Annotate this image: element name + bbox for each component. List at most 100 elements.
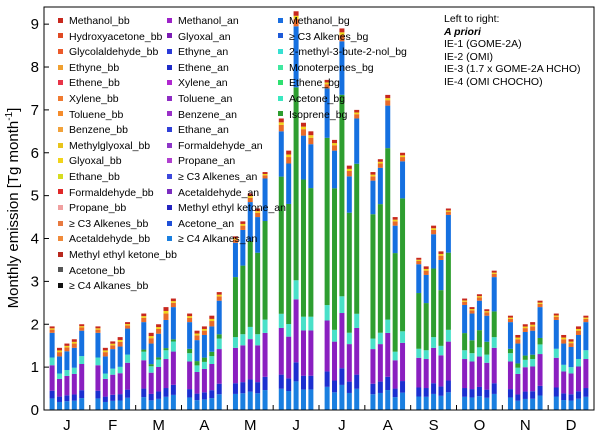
legend-label: Xylene_bb (69, 93, 119, 105)
bar-order-heading: Left to right: (444, 13, 500, 25)
bar-segment (300, 375, 306, 390)
y-tick-label: 1 (31, 359, 39, 376)
bar-segment (568, 400, 574, 410)
bar-segment (491, 311, 497, 338)
bar-segment (194, 333, 200, 336)
bar-segment (423, 350, 429, 360)
bar-segment (148, 336, 154, 339)
bar-segment (110, 368, 116, 375)
bar-segment (286, 157, 292, 164)
bar-segment (332, 188, 338, 330)
legend-swatch (278, 80, 283, 86)
bar-segment (491, 393, 497, 410)
bar-segment (278, 131, 284, 177)
bar-segment (293, 11, 299, 16)
x-tick-label: A (383, 417, 393, 434)
bar-segment (385, 148, 391, 320)
bar-segment (553, 348, 559, 358)
bar-segment (346, 212, 352, 333)
legend-label: Propane_bb (69, 202, 127, 215)
bar-segment (469, 307, 475, 310)
bar-segment (240, 229, 246, 266)
bar-segment (300, 126, 306, 130)
bar-segment (515, 334, 521, 338)
bar-segment (370, 338, 376, 350)
bar-segment (332, 341, 338, 381)
legend-item: Ethane_bb (58, 171, 120, 183)
bar-segment (232, 277, 238, 338)
legend-label: Methylglyoxal_bb (69, 139, 151, 152)
bar-segment (300, 135, 306, 180)
bar-segment (125, 324, 131, 326)
bar-segment (240, 345, 246, 383)
legend-label: Ethyne_an (178, 46, 229, 59)
bar-segment (216, 383, 222, 395)
bar-segment (324, 305, 330, 321)
bar-segment (125, 362, 131, 390)
legend-item: Formaldehyde_an (167, 140, 263, 152)
bar-segment (484, 354, 490, 363)
bar-segment (286, 203, 292, 324)
bar-segment (49, 326, 55, 329)
bar-segment (247, 391, 253, 410)
bar-segment (462, 359, 468, 389)
bar-segment (416, 293, 422, 349)
legend-label: Glycolaldehyde_bb (69, 46, 159, 59)
bar-segment (170, 341, 176, 352)
bar-segment (201, 330, 207, 335)
bar-segment (95, 390, 101, 399)
bar-stacks (49, 11, 589, 410)
bar-segment (568, 346, 574, 368)
legend-swatch (167, 220, 172, 226)
bar-segment (522, 326, 528, 329)
bar-segment (445, 210, 451, 212)
bar-segment (79, 326, 85, 328)
legend-item: Ethyne_an (167, 46, 228, 58)
y-tick-label: 0 (31, 402, 39, 419)
bar-segment (262, 178, 268, 222)
bar-segment (262, 332, 268, 377)
legend-swatch (278, 33, 283, 39)
y-tick-label: 8 (31, 59, 39, 76)
bar-segment (255, 208, 261, 212)
bar-segment (156, 327, 162, 329)
bar-segment (354, 109, 360, 113)
bar-segment (423, 274, 429, 304)
bar-segment (476, 347, 482, 357)
bar-segment (515, 339, 521, 344)
bar-segment (370, 349, 376, 384)
legend-swatch (58, 64, 63, 70)
bar-segment (57, 401, 63, 410)
bar-segment (507, 397, 513, 410)
legend-swatch (58, 158, 63, 164)
bar-segment (392, 388, 398, 398)
bar-segment (339, 384, 345, 410)
x-tick-label: M (152, 417, 165, 434)
bar-segment (445, 211, 451, 215)
bar-segment (561, 393, 567, 401)
bar-segment (583, 322, 589, 351)
bar-segment (530, 391, 536, 399)
bar-segment (49, 365, 55, 391)
bar-segment (79, 398, 85, 410)
bar-segment (240, 223, 246, 226)
bar-segment (194, 340, 200, 362)
bar-segment (568, 341, 574, 344)
bar-segment (117, 400, 123, 410)
bar-segment (346, 176, 352, 213)
bar-segment (537, 303, 543, 308)
bar-segment (240, 265, 246, 335)
bar-segment (255, 217, 261, 253)
legend-swatch (167, 95, 172, 101)
bar-segment (354, 374, 360, 389)
bar-segment (561, 334, 567, 338)
legend-swatch (58, 80, 63, 86)
bar-segment (194, 365, 200, 372)
bar-segment (370, 172, 376, 175)
bar-segment (156, 328, 162, 334)
bar-segment (370, 394, 376, 410)
bar-segment (170, 394, 176, 410)
legend-swatch (58, 282, 63, 288)
bar-segment (324, 137, 330, 306)
bar-segment (530, 326, 536, 331)
